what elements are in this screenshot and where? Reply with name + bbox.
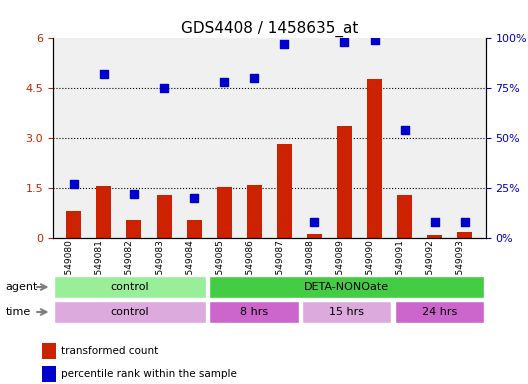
Text: transformed count: transformed count bbox=[61, 346, 158, 356]
Point bbox=[250, 75, 259, 81]
Text: DETA-NONOate: DETA-NONOate bbox=[304, 282, 389, 292]
Point bbox=[400, 127, 409, 133]
Text: time: time bbox=[5, 307, 31, 317]
Point bbox=[130, 191, 138, 197]
Point bbox=[310, 219, 318, 225]
Point bbox=[370, 37, 379, 43]
FancyBboxPatch shape bbox=[54, 301, 206, 323]
Bar bbox=[397, 195, 412, 238]
Bar bbox=[67, 212, 81, 238]
Text: percentile rank within the sample: percentile rank within the sample bbox=[61, 369, 237, 379]
Bar bbox=[216, 187, 232, 238]
FancyBboxPatch shape bbox=[394, 301, 484, 323]
Bar bbox=[457, 232, 472, 238]
Bar bbox=[337, 126, 352, 238]
Point bbox=[220, 79, 229, 85]
Bar bbox=[156, 195, 172, 238]
Point bbox=[160, 85, 168, 91]
Bar bbox=[97, 187, 111, 238]
Text: control: control bbox=[111, 307, 149, 317]
Bar bbox=[247, 185, 262, 238]
Bar bbox=[42, 366, 56, 382]
FancyBboxPatch shape bbox=[209, 276, 484, 298]
Bar bbox=[427, 235, 442, 238]
Point bbox=[100, 71, 108, 78]
Text: 8 hrs: 8 hrs bbox=[240, 307, 268, 317]
Point bbox=[70, 181, 78, 187]
FancyBboxPatch shape bbox=[302, 301, 391, 323]
Point bbox=[340, 39, 348, 45]
Text: control: control bbox=[111, 282, 149, 292]
Bar bbox=[42, 343, 56, 359]
Point bbox=[460, 219, 469, 225]
Point bbox=[430, 219, 439, 225]
Point bbox=[190, 195, 199, 201]
Bar bbox=[367, 79, 382, 238]
Text: 15 hrs: 15 hrs bbox=[329, 307, 364, 317]
Bar bbox=[186, 220, 202, 238]
Text: agent: agent bbox=[5, 282, 37, 292]
Point bbox=[280, 41, 288, 48]
Bar bbox=[277, 144, 292, 238]
Bar bbox=[307, 234, 322, 238]
Text: 24 hrs: 24 hrs bbox=[422, 307, 457, 317]
Bar bbox=[127, 220, 142, 238]
FancyBboxPatch shape bbox=[54, 276, 206, 298]
FancyBboxPatch shape bbox=[209, 301, 299, 323]
Text: GDS4408 / 1458635_at: GDS4408 / 1458635_at bbox=[181, 21, 358, 37]
